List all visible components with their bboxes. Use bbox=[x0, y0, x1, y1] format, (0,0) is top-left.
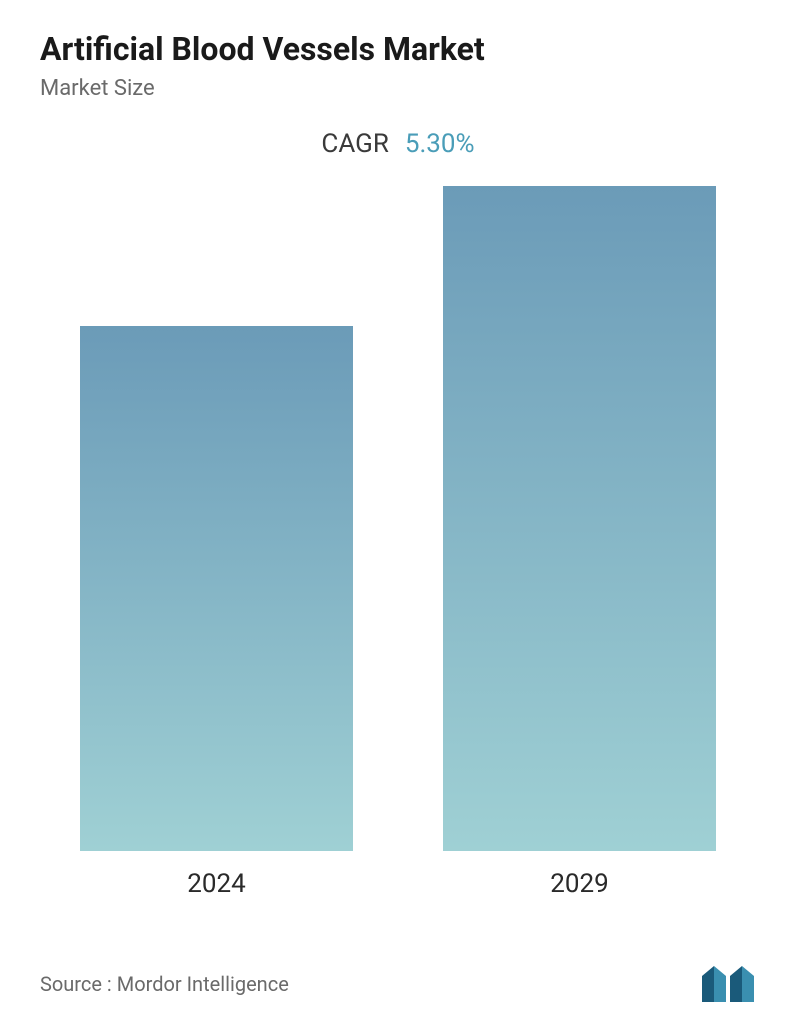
bar-2024 bbox=[80, 326, 353, 851]
bar-2024-label: 2024 bbox=[187, 869, 245, 899]
cagr-row: CAGR 5.30% bbox=[40, 129, 756, 159]
page-title: Artificial Blood Vessels Market bbox=[40, 30, 756, 68]
bar-2029 bbox=[443, 186, 716, 851]
mordor-logo-icon bbox=[700, 964, 756, 1004]
cagr-label: CAGR bbox=[321, 129, 388, 159]
bar-2029-wrapper: 2029 bbox=[443, 186, 716, 899]
cagr-value: 5.30% bbox=[405, 129, 475, 159]
bar-chart: 2024 2029 bbox=[70, 219, 726, 899]
source-text: Source : Mordor Intelligence bbox=[40, 972, 289, 996]
footer: Source : Mordor Intelligence bbox=[40, 964, 756, 1004]
page-subtitle: Market Size bbox=[40, 76, 756, 101]
bar-2029-label: 2029 bbox=[550, 869, 608, 899]
bar-2024-wrapper: 2024 bbox=[80, 326, 353, 899]
